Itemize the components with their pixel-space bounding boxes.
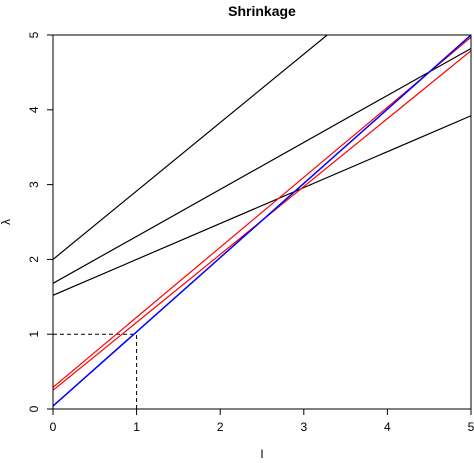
- x-tick-label: 0: [50, 420, 57, 434]
- series-line-2: [53, 115, 471, 296]
- x-axis-label: l: [261, 447, 264, 461]
- series-line-0: [53, 35, 328, 260]
- x-axis: 0 1 2 3 4 5: [50, 409, 474, 434]
- series-line-5: [53, 35, 471, 407]
- y-tick-label: 5: [27, 31, 41, 38]
- plot-frame: [52, 34, 472, 410]
- x-tick-label: 3: [300, 420, 307, 434]
- x-tick-label: 4: [384, 420, 391, 434]
- y-tick-label: 3: [27, 181, 41, 188]
- x-tick-label: 1: [133, 420, 140, 434]
- y-tick-label: 4: [27, 106, 41, 113]
- x-tick-label: 5: [468, 420, 474, 434]
- y-axis-label: λ: [0, 219, 13, 225]
- plot-marks: [53, 35, 471, 409]
- series-line-1: [53, 47, 471, 284]
- series-line-4: [53, 36, 471, 388]
- chart-title: Shrinkage: [228, 3, 296, 19]
- y-axis: 0 1 2 3 4 5: [27, 31, 53, 412]
- y-tick-label: 1: [27, 331, 41, 338]
- y-tick-label: 2: [27, 256, 41, 263]
- y-tick-label: 0: [27, 405, 41, 412]
- x-tick-label: 2: [217, 420, 224, 434]
